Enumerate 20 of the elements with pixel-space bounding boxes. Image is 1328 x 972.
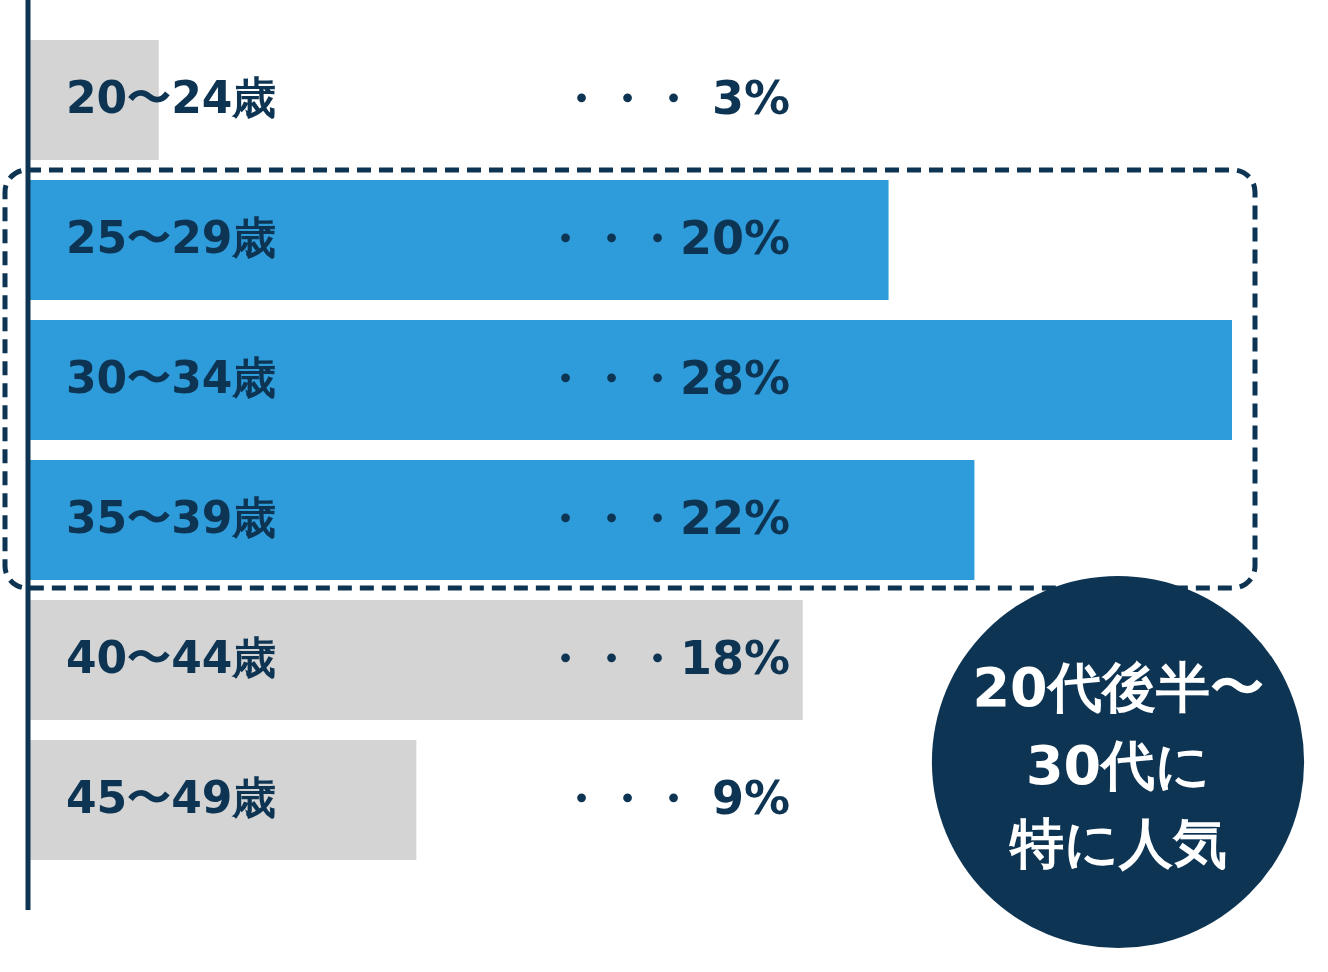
y-tick-label: 45〜49歳 [66, 772, 277, 823]
bar [30, 320, 1232, 440]
y-tick-label: 30〜34歳 [66, 352, 277, 403]
y-tick-label: 25〜29歳 [66, 212, 277, 263]
annotation: 30代に [1025, 734, 1211, 797]
annotation: 20代後半〜 [972, 656, 1264, 719]
data-label: ・・・22% [541, 491, 790, 545]
bar [30, 460, 975, 580]
y-tick-label: 40〜44歳 [66, 632, 277, 683]
data-label: ・・・ 9% [557, 771, 790, 825]
y-tick-label: 20〜24歳 [66, 72, 277, 123]
data-label: ・・・ 3% [557, 71, 790, 125]
y-tick-label: 35〜39歳 [66, 492, 277, 543]
bar [30, 180, 889, 300]
data-label: ・・・28% [541, 351, 790, 405]
data-label: ・・・20% [541, 211, 790, 265]
annotation: 特に人気 [1007, 812, 1227, 875]
bar [30, 740, 417, 860]
bar [30, 600, 803, 720]
data-label: ・・・18% [541, 631, 790, 685]
